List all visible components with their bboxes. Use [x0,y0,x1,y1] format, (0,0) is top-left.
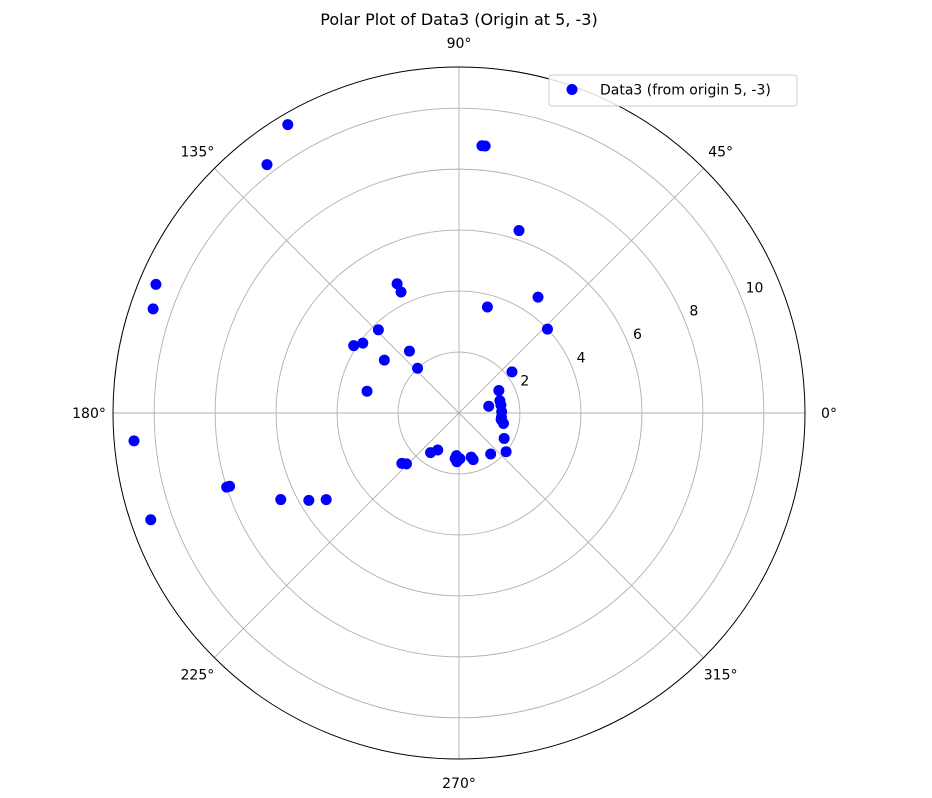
data-point [432,444,444,456]
theta-tick-label-0: 0° [821,406,837,422]
tick-labels: 0° 45° 90° 135° 180° 225° 270° 315° 2 4 6 8 10 [72,36,837,792]
theta-grid-line-135 [214,168,460,414]
data-point [145,514,157,526]
theta-tick-label-315: 315° [704,668,738,684]
legend-marker [566,84,578,95]
data-point [348,340,360,352]
theta-tick-label-135: 135° [181,144,215,160]
polar-grid [112,66,806,760]
theta-tick-label-90: 90° [447,36,472,52]
data-point [391,278,403,290]
r-tick-label-2: 2 [520,374,529,390]
r-tick-label-8: 8 [689,304,698,320]
data-point [128,435,140,447]
data-point [498,432,510,444]
theta-grid-line-315 [458,412,704,658]
data-point [481,301,493,313]
data-point [485,448,497,460]
data-point [282,119,294,131]
data-point [493,385,505,397]
data-point [275,494,287,506]
scatter-points [128,119,553,526]
data-point [454,453,466,465]
legend-label: Data3 (from origin 5, -3) [600,83,771,99]
polar-frame [112,66,806,760]
theta-tick-label-45: 45° [708,144,733,160]
data-point [357,337,369,349]
data-point [494,395,506,407]
data-point [467,454,479,466]
data-point [506,366,518,378]
data-point [147,303,159,315]
data-point [483,400,495,412]
theta-tick-label-225: 225° [181,668,215,684]
data-point [532,291,544,303]
data-point [500,446,512,458]
data-point [303,494,315,506]
r-tick-label-6: 6 [633,327,642,343]
data-point [412,362,424,374]
theta-tick-label-270: 270° [442,776,476,792]
data-point [320,494,332,506]
chart-title: Polar Plot of Data3 (Origin at 5, -3) [320,10,597,29]
legend-box [548,74,798,107]
data-point [378,354,390,366]
data-point [513,225,525,237]
r-tick-label-10: 10 [746,280,764,296]
data-point [541,323,553,335]
data-point [400,458,412,470]
data-point [476,140,488,152]
data-point [261,159,273,171]
legend: Data3 (from origin 5, -3) [548,74,798,107]
theta-grid-line-225 [214,412,460,658]
data-point [495,414,507,426]
data-point [221,481,233,493]
data-point [395,286,407,298]
data-point [372,324,384,336]
theta-grid-line-45 [458,168,704,414]
data-point [361,385,373,397]
theta-tick-label-180: 180° [72,406,106,422]
r-tick-label-4: 4 [577,350,586,366]
data-point [403,345,415,357]
data-point [150,278,162,290]
